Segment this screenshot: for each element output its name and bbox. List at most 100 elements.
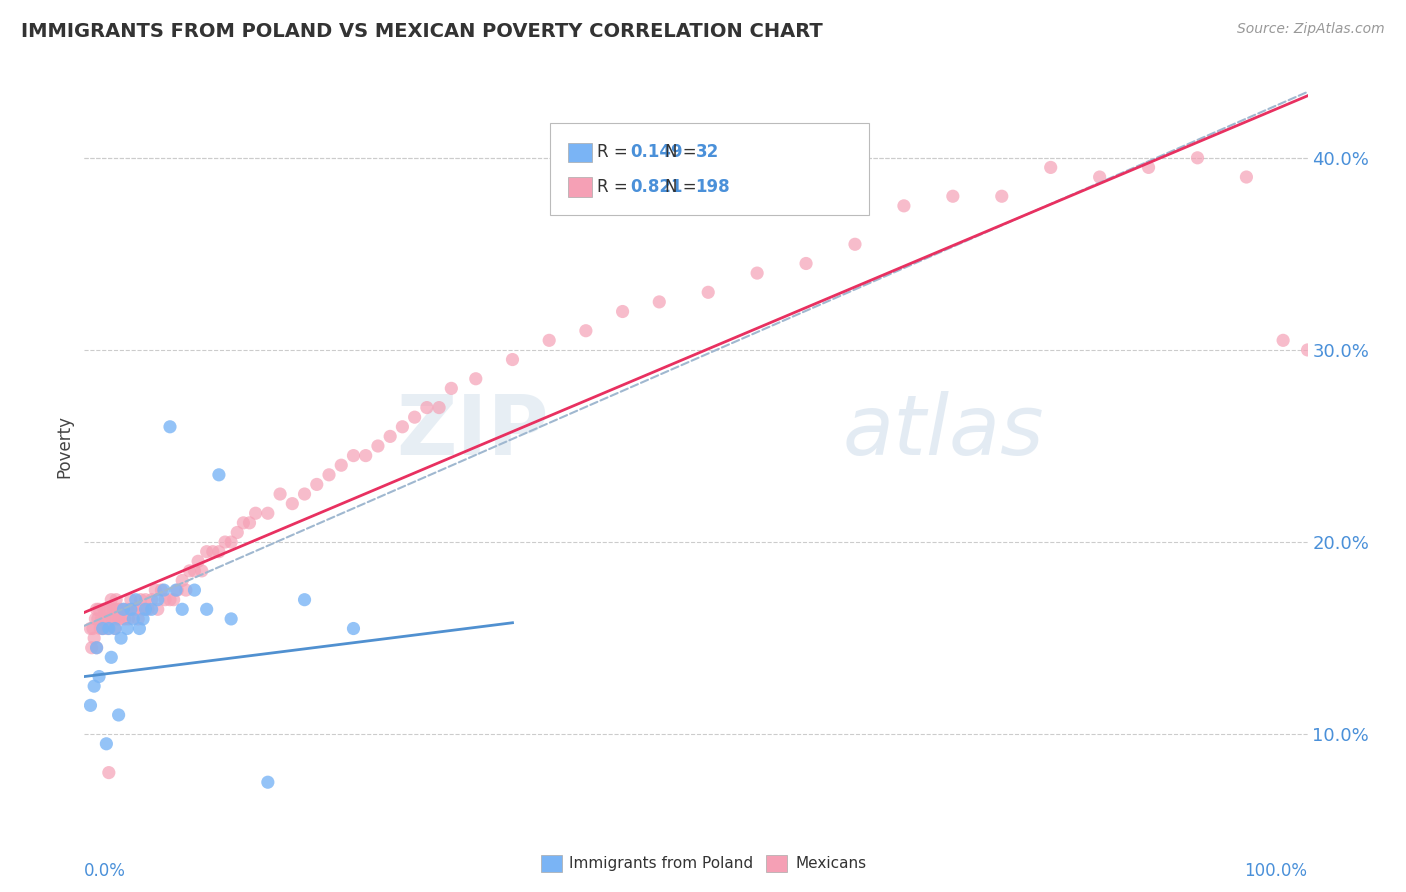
Point bbox=[245, 506, 267, 520]
Point bbox=[132, 612, 155, 626]
Point bbox=[391, 419, 413, 434]
Point bbox=[96, 602, 118, 616]
Point bbox=[440, 381, 463, 395]
Text: R =: R = bbox=[598, 144, 634, 161]
Point bbox=[257, 775, 280, 789]
Point bbox=[115, 622, 138, 636]
Point bbox=[132, 602, 155, 616]
Point bbox=[110, 631, 132, 645]
Point bbox=[281, 497, 304, 511]
Point bbox=[538, 334, 561, 348]
Text: 0.149: 0.149 bbox=[630, 144, 683, 161]
Point bbox=[165, 583, 187, 598]
Point bbox=[117, 612, 139, 626]
Point bbox=[112, 602, 135, 616]
Point bbox=[1187, 151, 1209, 165]
Point bbox=[89, 622, 111, 636]
Point bbox=[747, 266, 769, 280]
Point bbox=[115, 602, 138, 616]
Point bbox=[163, 592, 186, 607]
Point bbox=[893, 199, 915, 213]
Point bbox=[294, 592, 316, 607]
Text: 32: 32 bbox=[696, 144, 718, 161]
Point bbox=[991, 189, 1014, 203]
Point bbox=[342, 449, 364, 463]
Text: N =: N = bbox=[665, 178, 702, 196]
Point bbox=[226, 525, 249, 540]
Point bbox=[153, 592, 176, 607]
Point bbox=[135, 602, 157, 616]
Point bbox=[122, 602, 145, 616]
Point bbox=[97, 765, 120, 780]
Point bbox=[380, 429, 402, 443]
Point bbox=[183, 583, 205, 598]
Point bbox=[114, 612, 136, 626]
Point bbox=[104, 622, 127, 636]
Point bbox=[120, 602, 142, 616]
Point bbox=[1137, 161, 1160, 175]
Point bbox=[90, 612, 112, 626]
Point bbox=[107, 612, 129, 626]
Point bbox=[80, 640, 103, 655]
Point bbox=[318, 467, 340, 482]
Point bbox=[143, 583, 166, 598]
Point bbox=[86, 602, 108, 616]
Text: Mexicans: Mexicans bbox=[796, 856, 868, 871]
Point bbox=[427, 401, 450, 415]
Point bbox=[79, 622, 101, 636]
Y-axis label: Poverty: Poverty bbox=[55, 415, 73, 477]
Point bbox=[86, 640, 108, 655]
Point bbox=[104, 622, 127, 636]
Point bbox=[120, 592, 142, 607]
Point bbox=[153, 583, 176, 598]
Point bbox=[844, 237, 866, 252]
Point bbox=[166, 583, 188, 598]
Point bbox=[219, 535, 242, 549]
Text: R =: R = bbox=[598, 178, 634, 196]
Point bbox=[105, 602, 128, 616]
Point bbox=[179, 564, 201, 578]
Point bbox=[112, 602, 135, 616]
Point bbox=[125, 592, 148, 607]
Point bbox=[87, 612, 110, 626]
Point bbox=[129, 592, 152, 607]
Point bbox=[79, 698, 101, 713]
Point bbox=[159, 419, 181, 434]
Point bbox=[367, 439, 389, 453]
Point bbox=[330, 458, 353, 473]
Point bbox=[257, 506, 280, 520]
Point bbox=[141, 602, 163, 616]
Point bbox=[103, 602, 125, 616]
Point bbox=[97, 622, 120, 636]
Point bbox=[1296, 343, 1319, 357]
Point bbox=[942, 189, 965, 203]
Point bbox=[101, 612, 124, 626]
Point bbox=[122, 612, 145, 626]
Point bbox=[219, 612, 242, 626]
Text: Source: ZipAtlas.com: Source: ZipAtlas.com bbox=[1237, 22, 1385, 37]
Point bbox=[159, 592, 181, 607]
Point bbox=[172, 574, 194, 588]
Point bbox=[697, 285, 720, 300]
Text: N =: N = bbox=[665, 144, 702, 161]
Point bbox=[82, 622, 104, 636]
Point bbox=[354, 449, 377, 463]
Point bbox=[97, 612, 120, 626]
Text: Immigrants from Poland: Immigrants from Poland bbox=[569, 856, 754, 871]
Point bbox=[612, 304, 634, 318]
Point bbox=[232, 516, 254, 530]
Point bbox=[100, 650, 122, 665]
Point bbox=[96, 737, 118, 751]
Point bbox=[98, 602, 121, 616]
Point bbox=[87, 669, 110, 683]
Point bbox=[146, 602, 169, 616]
Point bbox=[84, 612, 107, 626]
Point bbox=[648, 294, 671, 309]
Point bbox=[146, 592, 169, 607]
Point bbox=[201, 544, 224, 558]
Text: ZIP: ZIP bbox=[396, 391, 550, 472]
Point bbox=[127, 612, 149, 626]
Point bbox=[183, 564, 205, 578]
Point bbox=[794, 256, 817, 270]
Point bbox=[1236, 169, 1258, 184]
